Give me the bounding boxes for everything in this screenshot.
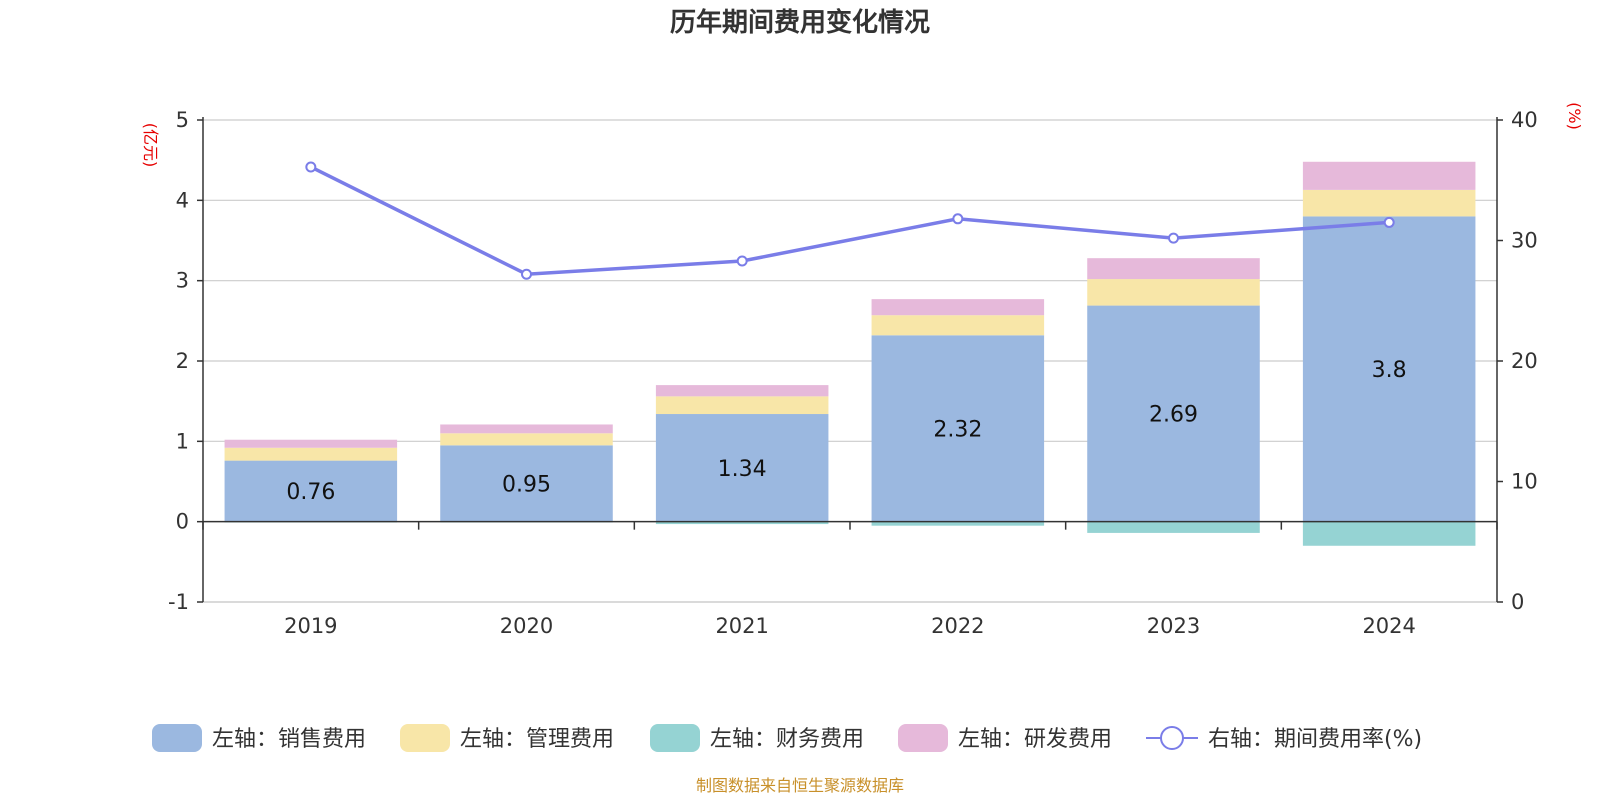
right-axis-tick-label: 10	[1511, 470, 1538, 494]
left-axis-unit: (亿元)	[141, 123, 160, 168]
bar-2-2022	[871, 521, 1045, 526]
legend: 左轴：销售费用 左轴：管理费用 左轴：财务费用 左轴：研发费用 右轴：期间费用率(%)	[152, 724, 1422, 752]
right-axis-tick-label: 30	[1511, 229, 1538, 253]
bars	[224, 161, 1476, 546]
source-note: 制图数据来自恒生聚源数据库	[696, 776, 904, 795]
legend-label: 左轴：财务费用	[710, 727, 864, 752]
bar-1-2021	[655, 396, 829, 415]
left-axis-tick-label: 3	[176, 269, 189, 293]
bar-0-2024	[1302, 216, 1476, 522]
left-axis-tick-label: 4	[176, 188, 189, 212]
legend-swatch	[898, 724, 948, 752]
bar-1-2019	[224, 447, 398, 461]
bar-3-2019	[224, 439, 398, 448]
bar-3-2023	[1087, 258, 1260, 280]
legend-swatch	[152, 724, 202, 752]
data-label: 1.34	[718, 457, 767, 482]
x-axis-label-2021: 2021	[715, 614, 768, 638]
data-label: 2.69	[1149, 403, 1198, 428]
data-label: 0.95	[502, 473, 551, 498]
data-label: 3.8	[1372, 358, 1407, 383]
rate-line	[305, 161, 1395, 280]
left-axis-tick-label: 0	[176, 510, 189, 534]
x-axis-label-2023: 2023	[1147, 614, 1200, 638]
right-axis-tick-label: 40	[1511, 108, 1538, 132]
data-labels: 2019 2020 2021 2022 2023 2024 0.76 0.95 1.34 2.32…	[284, 358, 1416, 638]
rate-point-2020	[521, 268, 532, 280]
bar-3-2020	[440, 424, 613, 434]
legend-swatch	[400, 724, 450, 752]
left-axis-tick-label: 5	[176, 108, 189, 132]
chart-title: 历年期间费用变化情况	[670, 7, 930, 38]
legend-label: 左轴：销售费用	[212, 727, 366, 752]
bar-2-2024	[1302, 521, 1476, 546]
grid	[203, 119, 1497, 603]
bar-0-2020	[440, 445, 613, 522]
bar-0-2019	[224, 460, 398, 522]
x-axis-label-2022: 2022	[931, 614, 984, 638]
bar-1-2024	[1302, 189, 1476, 217]
bar-0-2022	[871, 335, 1045, 522]
x-axis-label-2024: 2024	[1362, 614, 1415, 638]
legend-label: 左轴：研发费用	[958, 727, 1112, 752]
legend-swatch-marker	[1160, 726, 1184, 750]
bar-2-2021	[655, 521, 829, 525]
axes: -1 0 1 2 3 4 5 0 10 20 30 40	[168, 108, 1538, 614]
data-label: 2.32	[933, 417, 982, 442]
data-label: 0.76	[286, 480, 335, 505]
legend-label: 右轴：期间费用率(%)	[1208, 727, 1422, 752]
x-axis-label-2020: 2020	[500, 614, 553, 638]
right-axis-tick-label: 20	[1511, 349, 1538, 373]
rate-point-2023	[1168, 232, 1179, 244]
rate-line-path	[310, 165, 1390, 277]
bar-3-2022	[871, 299, 1045, 316]
bar-2-2023	[1087, 521, 1260, 533]
x-axis-label-2019: 2019	[284, 614, 337, 638]
bar-3-2024	[1302, 161, 1476, 190]
bar-1-2020	[440, 433, 613, 446]
bar-0-2021	[655, 414, 829, 522]
left-axis-tick-label: 2	[176, 349, 189, 373]
left-axis-tick-label: -1	[168, 590, 189, 614]
legend-swatch	[650, 724, 700, 752]
right-axis-unit: (%)	[1565, 102, 1584, 130]
bar-1-2022	[871, 315, 1045, 336]
rate-point-2024	[1383, 216, 1395, 228]
bar-1-2023	[1087, 279, 1260, 306]
legend-label: 左轴：管理费用	[460, 727, 614, 752]
rate-point-2019	[305, 161, 317, 173]
left-axis-tick-label: 1	[176, 429, 189, 453]
bar-3-2021	[655, 385, 829, 397]
bar-0-2023	[1087, 305, 1260, 522]
rate-point-2022	[952, 213, 964, 225]
rate-point-2021	[736, 255, 748, 267]
right-axis-tick-label: 0	[1511, 590, 1524, 614]
